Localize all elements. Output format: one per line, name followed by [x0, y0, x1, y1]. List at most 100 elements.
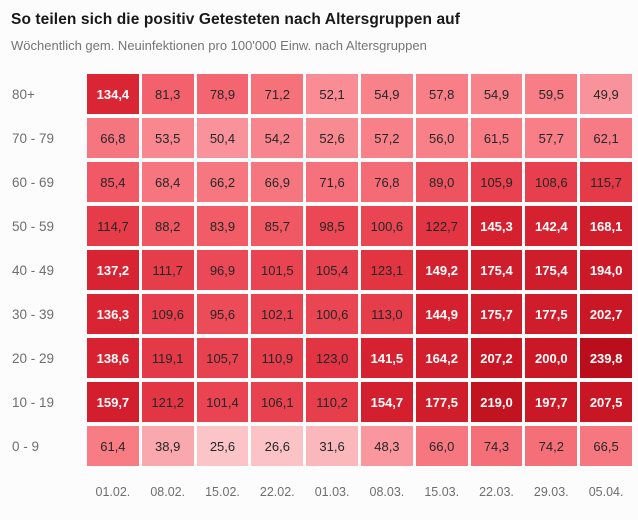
heatmap-grid: 80+ 134,4 81,3 78,9 71,2 52,1 54,9 57,8 54,9 59,5…	[0, 74, 632, 466]
heatmap-cell: 136,3	[87, 294, 139, 334]
heatmap-cell: 119,1	[141, 338, 194, 378]
heatmap-cell: 100,6	[360, 206, 413, 246]
row-label: 50 - 59	[12, 218, 55, 234]
x-axis: 01.02. 08.02. 15.02. 22.02. 01.03. 08.03. 15.0…	[0, 485, 632, 499]
row-label: 0 - 9	[12, 438, 40, 454]
x-axis-label: 22.02.	[259, 485, 295, 499]
heatmap-cell: 142,4	[525, 206, 578, 246]
heatmap-cell: 66,2	[196, 162, 249, 202]
x-axis-label: 01.03.	[314, 485, 350, 499]
heatmap-cell: 56,0	[415, 118, 468, 158]
heatmap-cell: 200,0	[525, 338, 578, 378]
chart-subtitle: Wöchentlich gem. Neuinfektionen pro 100'…	[11, 38, 427, 53]
heatmap-cell: 96,9	[196, 250, 249, 290]
heatmap-cell: 50,4	[196, 118, 249, 158]
row-label: 40 - 49	[12, 262, 55, 278]
heatmap-cell: 105,4	[306, 250, 358, 290]
heatmap-cell: 71,2	[251, 74, 304, 114]
row-label: 80+	[12, 86, 35, 102]
x-axis-label: 15.02.	[205, 485, 240, 499]
heatmap-cell: 85,4	[87, 162, 139, 202]
row-label: 60 - 69	[12, 174, 55, 190]
heatmap-cell: 110,9	[251, 338, 304, 378]
heatmap-cell: 66,9	[251, 162, 304, 202]
chart-title: So teilen sich die positiv Getesteten na…	[11, 11, 460, 28]
heatmap-cell: 175,4	[525, 250, 578, 290]
x-axis-label: 29.03.	[533, 485, 569, 499]
heatmap-cell: 83,9	[196, 206, 249, 246]
heatmap-cell: 71,6	[306, 162, 358, 202]
heatmap-cell: 48,3	[360, 426, 413, 466]
x-axis-label: 08.02.	[150, 485, 186, 499]
heatmap-cell: 54,9	[470, 74, 523, 114]
heatmap-cell: 134,4	[87, 74, 139, 114]
heatmap-cell: 102,1	[251, 294, 304, 334]
heatmap-cell: 68,4	[141, 162, 194, 202]
heatmap-cell: 74,3	[470, 426, 523, 466]
heatmap-cell: 154,7	[360, 382, 413, 422]
heatmap-cell: 110,2	[306, 382, 358, 422]
heatmap-cell: 113,0	[360, 294, 413, 334]
heatmap-cell: 177,5	[525, 294, 578, 334]
heatmap-cell: 114,7	[87, 206, 139, 246]
heatmap-cell: 100,6	[306, 294, 358, 334]
heatmap-cell: 197,7	[525, 382, 578, 422]
heatmap-cell: 26,6	[251, 426, 304, 466]
heatmap-cell: 52,6	[306, 118, 358, 158]
x-axis-spacer	[0, 485, 84, 499]
heatmap-cell: 62,1	[580, 118, 632, 158]
row-label: 70 - 79	[12, 130, 55, 146]
heatmap-cell: 122,7	[415, 206, 468, 246]
heatmap-cell: 78,9	[196, 74, 249, 114]
heatmap-cell: 108,6	[525, 162, 578, 202]
heatmap-cell: 59,5	[525, 74, 578, 114]
heatmap-cell: 149,2	[415, 250, 468, 290]
heatmap-cell: 138,6	[87, 338, 139, 378]
heatmap-cell: 207,5	[580, 382, 632, 422]
heatmap-cell: 105,9	[470, 162, 523, 202]
heatmap-cell: 123,1	[360, 250, 413, 290]
heatmap-cell: 105,7	[196, 338, 249, 378]
heatmap-cell: 52,1	[306, 74, 358, 114]
heatmap-cell: 101,4	[196, 382, 249, 422]
heatmap-cell: 53,5	[141, 118, 194, 158]
row-label: 20 - 29	[12, 350, 55, 366]
heatmap-cell: 123,0	[306, 338, 358, 378]
row-label: 30 - 39	[12, 306, 55, 322]
heatmap-cell: 121,2	[141, 382, 194, 422]
heatmap-cell: 54,2	[251, 118, 304, 158]
heatmap-cell: 98,5	[306, 206, 358, 246]
heatmap-cell: 202,7	[580, 294, 632, 334]
heatmap-cell: 57,7	[525, 118, 578, 158]
row-label: 10 - 19	[12, 394, 55, 410]
heatmap-cell: 145,3	[470, 206, 523, 246]
x-axis-label: 15.03.	[424, 485, 460, 499]
heatmap-cell: 109,6	[141, 294, 194, 334]
heatmap-cell: 159,7	[87, 382, 139, 422]
heatmap-cell: 57,8	[415, 74, 468, 114]
heatmap-cell: 25,6	[196, 426, 249, 466]
heatmap-cell: 85,7	[251, 206, 304, 246]
heatmap-cell: 81,3	[141, 74, 194, 114]
heatmap-cell: 194,0	[580, 250, 632, 290]
heatmap-cell: 66,0	[415, 426, 468, 466]
heatmap-cell: 38,9	[141, 426, 194, 466]
x-axis-label: 22.03.	[479, 485, 514, 499]
heatmap-cell: 95,6	[196, 294, 249, 334]
heatmap-cell: 168,1	[580, 206, 632, 246]
heatmap-cell: 76,8	[360, 162, 413, 202]
heatmap-cell: 141,5	[360, 338, 413, 378]
heatmap-cell: 106,1	[251, 382, 304, 422]
x-axis-label: 05.04.	[588, 485, 624, 499]
heatmap-cell: 57,2	[360, 118, 413, 158]
x-axis-label: 08.03.	[369, 485, 405, 499]
chart-header: So teilen sich die positiv Getesteten na…	[0, 0, 638, 53]
heatmap-cell: 177,5	[415, 382, 468, 422]
heatmap-cell: 101,5	[251, 250, 304, 290]
heatmap-cell: 219,0	[470, 382, 523, 422]
heatmap-cell: 111,7	[141, 250, 194, 290]
heatmap-cell: 164,2	[415, 338, 468, 378]
heatmap-cell: 175,4	[470, 250, 523, 290]
heatmap-cell: 207,2	[470, 338, 523, 378]
